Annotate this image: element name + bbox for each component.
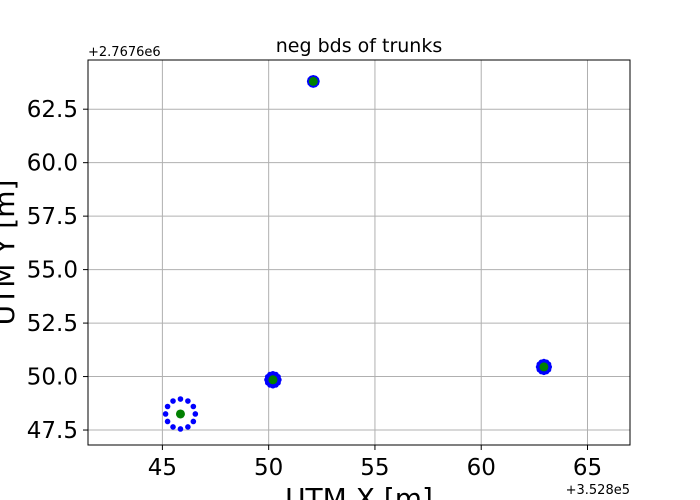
boundary-point: [185, 424, 191, 430]
trunk-center-point: [539, 362, 549, 372]
boundary-point: [192, 411, 199, 417]
boundary-point: [190, 418, 197, 425]
grid-lines: [88, 60, 630, 445]
x-tick-label: 65: [573, 455, 602, 481]
y-tick-label: 47.5: [27, 418, 78, 444]
x-tick-label: 45: [148, 455, 177, 481]
x-tick-label: 55: [360, 455, 389, 481]
x-axis-offset: +3.528e5: [566, 483, 630, 498]
x-tick-label: 60: [467, 455, 496, 481]
boundary-point: [170, 424, 176, 430]
y-axis-label: UTM Y [m]: [0, 180, 21, 326]
y-tick-label: 62.5: [27, 97, 78, 123]
y-axis-offset: +2.7676e6: [88, 45, 161, 60]
axis-ticks: 45 50 55 60 65 47.5 50.0 52.5 55.0 57.5 60.0 62.5: [27, 97, 602, 481]
y-tick-label: 52.5: [27, 311, 78, 337]
y-tick-label: 60.0: [27, 151, 78, 177]
y-tick-label: 55.0: [27, 258, 78, 284]
trunk-center-point: [308, 76, 318, 86]
trunk-center-point: [175, 409, 185, 419]
boundary-point: [162, 411, 169, 417]
x-tick-label: 50: [254, 455, 283, 481]
y-tick-label: 57.5: [27, 204, 78, 230]
boundary-point: [164, 403, 171, 410]
boundary-point: [177, 396, 184, 402]
chart-title: neg bds of trunks: [276, 35, 443, 57]
data-points: [162, 74, 553, 432]
trunk-center-point: [268, 375, 278, 385]
boundary-point: [185, 398, 191, 404]
boundary-point: [177, 426, 184, 432]
boundary-point: [170, 398, 176, 404]
boundary-point: [190, 403, 197, 410]
y-tick-label: 50.0: [27, 365, 78, 391]
axes-frame: [87, 59, 631, 446]
x-axis-label: UTM X [m]: [285, 482, 433, 500]
boundary-point: [164, 418, 171, 425]
